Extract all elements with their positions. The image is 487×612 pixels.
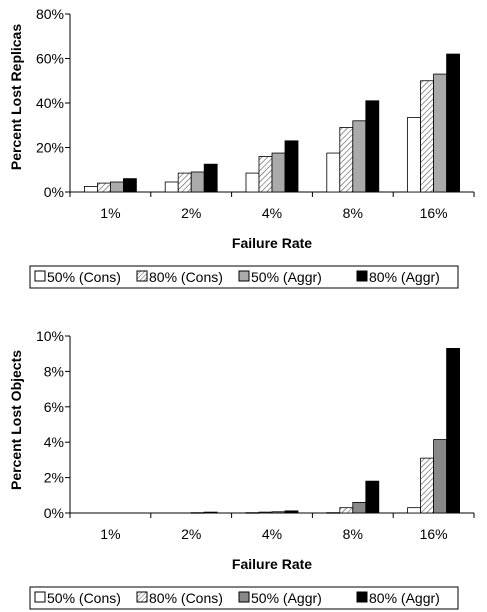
x-tick-label: 4% — [262, 205, 282, 221]
legend-label-3: 80% (Aggr) — [369, 269, 440, 285]
lost-objects-chart: Percent Lost Objects Failure Rate 0% 2% 4%… — [8, 328, 475, 572]
y-tick-label: 20% — [36, 140, 64, 156]
y-tick-label: 0% — [44, 184, 64, 200]
x-tick-label: 2% — [181, 205, 201, 221]
bar-50-aggr--1pct — [110, 181, 124, 193]
y-tick-label: 2% — [44, 470, 64, 486]
legend-swatch-0 — [34, 270, 46, 282]
bar-80-aggr--8pct — [365, 480, 380, 514]
bar-50-cons--16pct — [407, 117, 422, 193]
bar-80-cons--16pct — [420, 457, 435, 514]
bar-50-cons--4pct — [245, 512, 260, 514]
x-tick-label: 1% — [100, 205, 120, 221]
bar-80-aggr--4pct — [284, 510, 299, 514]
bar-50-aggr--2pct — [190, 512, 205, 514]
legend-label-1: 80% (Cons) — [149, 590, 223, 606]
bar-80-cons--8pct — [339, 127, 354, 193]
bar-50-aggr--4pct — [271, 511, 286, 514]
bar-50-aggr--2pct — [190, 171, 205, 193]
y-tick-label: 0% — [44, 505, 64, 521]
y-tick-label: 8% — [44, 363, 64, 379]
y-tick-label: 4% — [44, 434, 64, 450]
y-axis-title: Percent Lost Objects — [8, 350, 24, 490]
legend-swatch-0 — [34, 591, 46, 603]
bar-50-cons--2pct — [164, 181, 179, 193]
bar-80-aggr--16pct — [446, 53, 461, 193]
legend-label-2: 50% (Aggr) — [251, 590, 322, 606]
legend-swatch-2 — [238, 591, 250, 603]
lost-replicas-chart: Percent Lost Replicas Failure Rate 0% 20%… — [8, 6, 475, 251]
legend-label-1: 80% (Cons) — [149, 269, 223, 285]
legend-swatch-2 — [238, 270, 250, 282]
legend-swatch-3 — [356, 270, 368, 282]
legend-label-0: 50% (Cons) — [47, 590, 121, 606]
y-axis-title: Percent Lost Replicas — [8, 24, 24, 170]
bar-80-cons--1pct — [97, 182, 111, 193]
bar-50-aggr--8pct — [352, 120, 367, 193]
bar-80-cons--8pct — [339, 507, 354, 514]
legend: 50% (Cons) 80% (Cons) 50% (Aggr) 80% (Ag… — [29, 265, 459, 289]
bar-50-cons--8pct — [326, 512, 341, 514]
x-tick-label: 8% — [343, 205, 363, 221]
y-tick-label: 40% — [36, 95, 64, 111]
bar-80-aggr--1pct — [123, 178, 137, 193]
bar-50-aggr--16pct — [433, 73, 448, 193]
legend-swatch-1 — [136, 270, 148, 282]
legend: 50% (Cons) 80% (Cons) 50% (Aggr) 80% (Ag… — [29, 586, 459, 610]
x-tick-label: 8% — [343, 526, 363, 542]
bar-80-aggr--2pct — [203, 163, 218, 193]
legend-label-0: 50% (Cons) — [47, 269, 121, 285]
legend-label-3: 80% (Aggr) — [369, 590, 440, 606]
bar-50-aggr--4pct — [271, 152, 286, 193]
bar-50-cons--16pct — [407, 507, 422, 514]
x-axis-title: Failure Rate — [232, 556, 312, 572]
y-tick-label: 6% — [44, 399, 64, 415]
x-tick-label: 16% — [420, 205, 448, 221]
x-tick-label: 4% — [262, 526, 282, 542]
bar-80-aggr--16pct — [446, 347, 461, 514]
x-tick-label: 16% — [420, 526, 448, 542]
bar-80-aggr--4pct — [284, 140, 299, 193]
bar-80-cons--4pct — [258, 155, 273, 193]
x-axis-title: Failure Rate — [232, 235, 312, 251]
y-tick-label: 60% — [36, 51, 64, 67]
bar-80-cons--16pct — [420, 80, 435, 193]
bar-80-aggr--2pct — [203, 511, 218, 514]
bar-50-cons--8pct — [326, 152, 341, 193]
y-tick-label: 10% — [36, 328, 64, 344]
legend-label-2: 50% (Aggr) — [251, 269, 322, 285]
bar-50-cons--4pct — [245, 172, 260, 193]
x-tick-label: 1% — [100, 526, 120, 542]
bar-80-aggr--8pct — [365, 100, 380, 193]
bar-80-cons--4pct — [258, 511, 273, 514]
bar-50-aggr--16pct — [433, 439, 448, 514]
x-tick-label: 2% — [181, 526, 201, 542]
bar-50-aggr--8pct — [352, 501, 367, 514]
bar-80-cons--2pct — [177, 172, 192, 193]
plot-area: 0% 2% 4% 6% 8% 10% 1% 2% 4% 8% 16% — [36, 328, 475, 542]
legend-swatch-1 — [136, 591, 148, 603]
bar-50-cons--1pct — [84, 186, 98, 193]
plot-area: 0% 20% 40% 60% 80% 1% 2% 4% 8% 16% — [36, 6, 475, 221]
y-tick-label: 80% — [36, 6, 64, 22]
legend-swatch-3 — [356, 591, 368, 603]
